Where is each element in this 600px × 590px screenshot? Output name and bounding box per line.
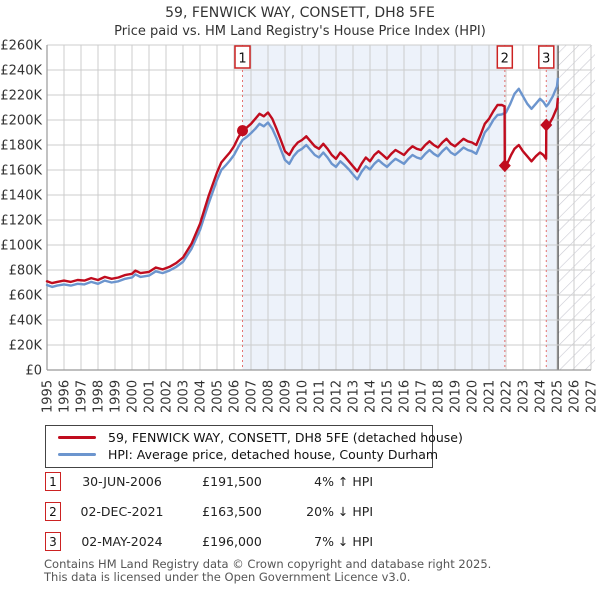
x-tick-label: 2018 — [432, 380, 447, 413]
x-tick-label: 2016 — [398, 380, 413, 413]
y-tick-label: £20K — [9, 339, 43, 354]
y-tick-label: £120K — [0, 214, 42, 229]
x-tick-label: 2009 — [279, 380, 294, 413]
y-tick-label: £40K — [9, 314, 43, 329]
x-tick-label: 2003 — [177, 380, 192, 413]
x-tick-label: 1995 — [41, 380, 56, 413]
sale-3-flag-box — [538, 45, 555, 69]
legend-label-property: 59, FENWICK WAY, CONSETT, DH8 5FE (detac… — [108, 430, 463, 445]
y-axis-labels: £0 £20K £40K £60K £80K £100K £120K £140K £160K £1… — [0, 39, 42, 379]
y-tick-label: £240K — [0, 64, 42, 79]
y-tick-label: £260K — [0, 39, 42, 54]
transaction-3-badge: 3 — [45, 532, 61, 551]
page-title: 59, FENWICK WAY, CONSETT, DH8 5FE — [165, 5, 435, 21]
y-tick-label: £180K — [0, 139, 42, 154]
transaction-1-badge: 1 — [45, 472, 61, 491]
footer-line-2: This data is licensed under the Open Gov… — [44, 570, 411, 584]
x-tick-label: 2013 — [347, 380, 362, 413]
legend-item-hpi: HPI: Average price, detached house, Coun… — [46, 446, 438, 463]
sale-2-flag-number: 2 — [501, 52, 509, 67]
x-tick-label: 2000 — [126, 380, 141, 413]
x-tick-label: 2019 — [449, 380, 464, 413]
x-tick-label: 1998 — [92, 380, 107, 413]
x-tick-label: 2011 — [313, 380, 328, 413]
x-tick-label: 1997 — [75, 380, 90, 413]
x-tick-label: 2012 — [330, 380, 345, 413]
transactions-table: 1 30-JUN-2006 £191,500 4% ↑ HPI 2 02-DEC… — [45, 472, 375, 562]
y-tick-label: £80K — [9, 264, 43, 279]
transaction-2-badge: 2 — [45, 502, 61, 521]
chart-legend: 59, FENWICK WAY, CONSETT, DH8 5FE (detac… — [45, 425, 463, 468]
ownership-period-2 — [546, 45, 558, 370]
transaction-1-price: £191,500 — [202, 474, 262, 489]
y-tick-label: £160K — [0, 164, 42, 179]
x-tick-label: 2021 — [483, 380, 498, 413]
transaction-1-date: 30-JUN-2006 — [82, 474, 162, 489]
license-footer: Contains HM Land Registry data © Crown c… — [44, 558, 584, 584]
sale-marker-1 — [237, 125, 248, 137]
transaction-3-price: £196,000 — [202, 534, 262, 549]
x-tick-label: 2024 — [534, 380, 549, 413]
y-tick-label: £140K — [0, 189, 42, 204]
x-tick-label: 2014 — [364, 380, 379, 413]
transaction-2-date: 02-DEC-2021 — [80, 504, 164, 519]
transaction-3-hpi-delta: 7% ↓ HPI — [314, 534, 373, 549]
page-subtitle: Price paid vs. HM Land Registry's House … — [114, 24, 486, 39]
x-tick-label: 1996 — [58, 380, 73, 413]
hpi-line-swatch — [58, 453, 96, 456]
transaction-row-1: 1 30-JUN-2006 £191,500 4% ↑ HPI — [45, 472, 375, 491]
y-tick-label: £200K — [0, 114, 42, 129]
sale-marker-2 — [498, 159, 511, 173]
sale-1-flag-box — [234, 45, 251, 69]
x-tick-label: 2005 — [211, 380, 226, 413]
transaction-row-2: 2 02-DEC-2021 £163,500 20% ↓ HPI — [45, 502, 375, 521]
hpi-line — [45, 77, 559, 289]
x-tick-label: 2004 — [194, 380, 209, 413]
transaction-row-3: 3 02-MAY-2024 £196,000 7% ↓ HPI — [45, 532, 375, 551]
x-tick-label: 2007 — [245, 380, 260, 413]
transaction-2-hpi-delta: 20% ↓ HPI — [306, 504, 373, 519]
x-tick-label: 2006 — [228, 380, 243, 413]
x-tick-label: 2023 — [517, 380, 532, 413]
transaction-3-date: 02-MAY-2024 — [81, 534, 163, 549]
x-tick-label: 2020 — [466, 380, 481, 413]
x-tick-label: 2008 — [262, 380, 277, 413]
x-tick-label: 2022 — [500, 380, 515, 413]
transaction-2-price: £163,500 — [202, 504, 262, 519]
x-tick-label: 2025 — [551, 380, 566, 413]
ownership-period-1 — [242, 45, 505, 370]
grid-lines — [46, 44, 592, 371]
sale-marker-3 — [540, 118, 553, 132]
future-no-data-region — [557, 45, 595, 370]
property-price-line — [45, 97, 559, 285]
legend-label-hpi: HPI: Average price, detached house, Coun… — [108, 447, 439, 462]
y-tick-label: £0 — [25, 364, 42, 379]
x-tick-label: 2027 — [585, 380, 600, 413]
x-tick-label: 1999 — [109, 380, 124, 413]
property-line-swatch — [58, 436, 96, 439]
x-tick-label: 2010 — [296, 380, 311, 413]
x-tick-label: 2001 — [143, 380, 158, 413]
x-tick-label: 2026 — [568, 380, 583, 413]
x-tick-label: 2017 — [415, 380, 430, 413]
x-tick-label: 2002 — [160, 380, 175, 413]
x-tick-label: 2015 — [381, 380, 396, 413]
sale-1-flag-number: 1 — [238, 52, 246, 67]
y-tick-label: £220K — [0, 89, 42, 104]
legend-item-property: 59, FENWICK WAY, CONSETT, DH8 5FE (detac… — [46, 429, 463, 446]
price-history-chart: £0 £20K £40K £60K £80K £100K £120K £140K £160K £1… — [0, 39, 600, 414]
transaction-1-hpi-delta: 4% ↑ HPI — [314, 474, 373, 489]
x-axis-labels: 1995 1996 1997 1998 1999 2000 2001 2002 2003 2004… — [41, 380, 600, 413]
sale-3-flag-number: 3 — [542, 52, 550, 67]
footer-line-1: Contains HM Land Registry data © Crown c… — [44, 557, 492, 571]
y-tick-label: £60K — [9, 289, 43, 304]
sale-2-flag-box — [496, 45, 514, 69]
y-tick-label: £100K — [0, 239, 42, 254]
